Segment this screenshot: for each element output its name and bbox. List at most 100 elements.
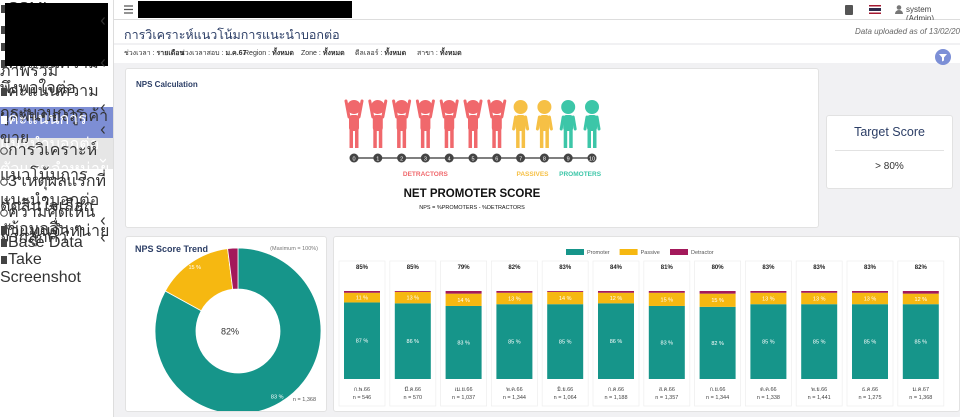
- slice-label: 83 %: [271, 395, 284, 401]
- nps-label: 83%: [559, 265, 572, 271]
- chevron: [100, 234, 105, 242]
- bar-segment: [394, 291, 431, 304]
- scale-dot: [468, 153, 478, 163]
- figure-arms: [415, 99, 435, 119]
- column-bg: [745, 260, 792, 407]
- group-label: PROMOTERS: [559, 171, 602, 178]
- filter-label: Region :: [244, 50, 271, 57]
- bar-segment: [852, 304, 888, 379]
- sample-size: n = 1,338: [757, 395, 780, 401]
- donut-slice: [227, 247, 239, 290]
- figure-arms: [392, 99, 412, 119]
- filter-value: ทั้งหมด: [439, 50, 462, 57]
- bar-segment: [902, 304, 939, 379]
- bar-segment: [598, 291, 634, 293]
- filter-chip[interactable]: Region : ทั้งหมด: [244, 48, 294, 59]
- slice-label: 15 %: [188, 265, 201, 271]
- sample-size: n = 1,037: [452, 395, 475, 401]
- figure-arms: [368, 99, 388, 119]
- filter-chip[interactable]: สาขา : ทั้งหมด: [417, 48, 462, 59]
- figure-arms: [535, 115, 553, 131]
- flag-icon[interactable]: [869, 5, 881, 14]
- bar-segment: [344, 292, 380, 303]
- figure-leg: [492, 129, 496, 148]
- filter-bar: ช่วงเวลา : รายเดือน ช่วงเวลาสอบ : ม.ค.67 Reg…: [114, 45, 960, 63]
- menu-icon: [1, 26, 7, 34]
- bar-segment: [750, 304, 787, 379]
- segment-label: 13 %: [762, 296, 775, 302]
- menu-item[interactable]: คะแนนความผูกพันของลูกค้า: [0, 79, 113, 125]
- scale-number: 7: [519, 157, 522, 163]
- icon-shape: [1, 239, 7, 247]
- column-bg: [846, 260, 894, 407]
- nps-label: 79%: [458, 265, 471, 271]
- segment-label: 85 %: [508, 340, 521, 346]
- chevron: [100, 158, 106, 163]
- menu-item[interactable]: Take Screenshot: [0, 251, 113, 286]
- figure-arms: [512, 115, 530, 131]
- figure-body: [349, 115, 359, 131]
- menu-item[interactable]: ข้อมูลอื่น ๆ: [0, 217, 113, 238]
- scale-dot: [349, 153, 359, 163]
- filter-chip[interactable]: ดีลเลอร์ : ทั้งหมด: [355, 48, 406, 59]
- icon-shape: [0, 209, 8, 217]
- trend-card: NPS Score Trend (Maximum = 100%) 83 % 15 % 8…: [125, 236, 327, 415]
- filter-value: รายเดือน: [156, 50, 185, 57]
- bar-segment: [750, 292, 787, 305]
- bar-segment: [699, 293, 736, 307]
- chevron-shape: [100, 234, 105, 242]
- bar-segment: [344, 291, 380, 293]
- menu-label: ข้อมูลอื่น ๆ: [8, 221, 83, 238]
- scale-dot: [516, 153, 526, 163]
- column-bg: [491, 260, 538, 407]
- segment-label: 85 %: [864, 340, 877, 346]
- sample-size: n = 546: [353, 395, 372, 401]
- bar-segment: [496, 291, 533, 293]
- bar-segment: [445, 293, 482, 306]
- filter-button[interactable]: [935, 49, 951, 65]
- hamburger[interactable]: [124, 5, 134, 14]
- logo: [5, 3, 108, 66]
- figure-body: [587, 115, 597, 131]
- legend-swatch: [566, 249, 584, 255]
- filter-chip[interactable]: ช่วงเวลา : รายเดือน: [124, 48, 184, 59]
- icon-shape: [1, 116, 7, 124]
- scale-dot: [373, 153, 383, 163]
- filter-label: ช่วงเวลาสอบ :: [180, 50, 224, 57]
- bar-segment: [496, 292, 533, 305]
- segment-label: 12 %: [915, 297, 928, 303]
- bar-segment: [394, 303, 431, 379]
- target-value: > 80%: [875, 161, 904, 172]
- legend-label: Promoter: [587, 250, 610, 256]
- scale-dot: [420, 153, 430, 163]
- sample-size: n = 1,344: [503, 395, 526, 401]
- segment-label: 12 %: [610, 296, 623, 302]
- scale-number: 3: [424, 157, 427, 163]
- figure-leg: [355, 129, 359, 148]
- menu: SSMIบทสรุปผลงานโดยภาพรวมคะแนนความพึงพอใจ…: [0, 0, 113, 286]
- figure-leg: [545, 129, 549, 148]
- filter-chip[interactable]: ช่วงเวลาสอบ : ม.ค.67: [180, 48, 246, 59]
- x-tick-label: ต.ค.66: [760, 387, 776, 393]
- column-bg: [541, 260, 589, 407]
- bar-segment: [344, 302, 380, 379]
- figure-head: [418, 100, 433, 114]
- menu-icon: [0, 178, 8, 186]
- top-bar: system (Admin): [114, 0, 960, 23]
- group-label: DETRACTORS: [403, 171, 449, 178]
- segment-label: 13 %: [407, 296, 420, 302]
- filter-chip[interactable]: Zone : ทั้งหมด: [301, 48, 345, 59]
- user-name[interactable]: system (Admin): [906, 5, 935, 23]
- target-card: Target Score > 80%: [826, 115, 953, 189]
- icon-shape: [1, 5, 7, 13]
- chevron-shape: [100, 158, 106, 163]
- menu-item[interactable]: การวิเคราะห์แนวโน้มการแนะนำบอกต่อ: [0, 138, 113, 209]
- icon-shape: [1, 226, 7, 234]
- x-tick-label: มิ.ย.66: [557, 386, 573, 393]
- menu-item[interactable]: ความคิดเห็นจากลูกค้า: [0, 200, 113, 246]
- book-icon[interactable]: [844, 5, 854, 15]
- menu-item[interactable]: Base Data: [0, 234, 113, 251]
- menu-item[interactable]: 3 เหตุผลแรกที่ตัดสินใจเลือกตัวแทนจำหน่าย: [0, 169, 113, 240]
- divider: [835, 150, 944, 151]
